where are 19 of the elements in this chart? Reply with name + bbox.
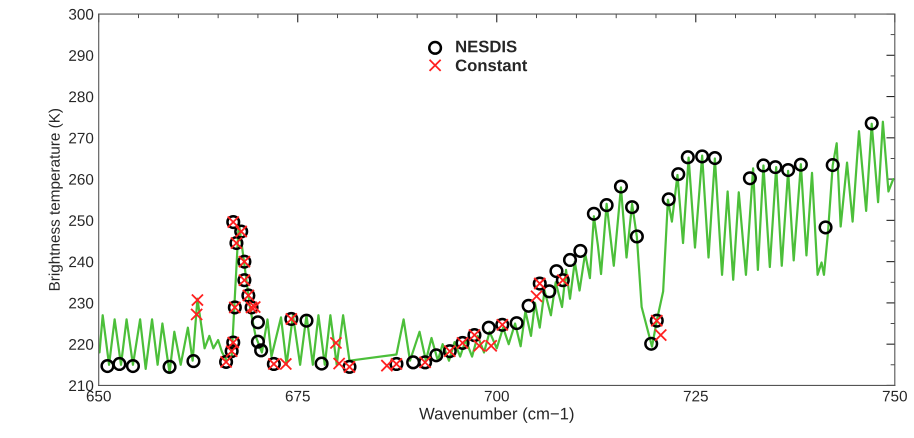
y-tick-label: 280: [69, 91, 94, 102]
y-tick-label: 220: [69, 339, 94, 350]
y-tick-label: 290: [69, 50, 94, 61]
y-tick-label: 300: [68, 8, 94, 20]
x-tick-label: 750: [882, 390, 907, 402]
x-tick-label: 700: [484, 390, 509, 402]
legend-label: Constant: [456, 59, 528, 72]
x-tick-label: 725: [684, 390, 708, 402]
y-tick-label: 240: [69, 256, 94, 268]
y-tick-label: 250: [69, 215, 94, 226]
x-tick-label: 650: [86, 390, 111, 402]
y-axis-title: Brightness temperature (K): [48, 108, 63, 290]
y-tick-label: 210: [69, 380, 94, 392]
y-tick-label: 260: [69, 174, 94, 185]
y-tick-label: 230: [69, 298, 94, 309]
legend-label: NESDIS: [456, 40, 517, 52]
y-tick-label: 270: [69, 132, 94, 144]
x-axis-title: Wavenumber (cm−1): [419, 407, 574, 423]
x-tick-label: 675: [286, 390, 310, 402]
